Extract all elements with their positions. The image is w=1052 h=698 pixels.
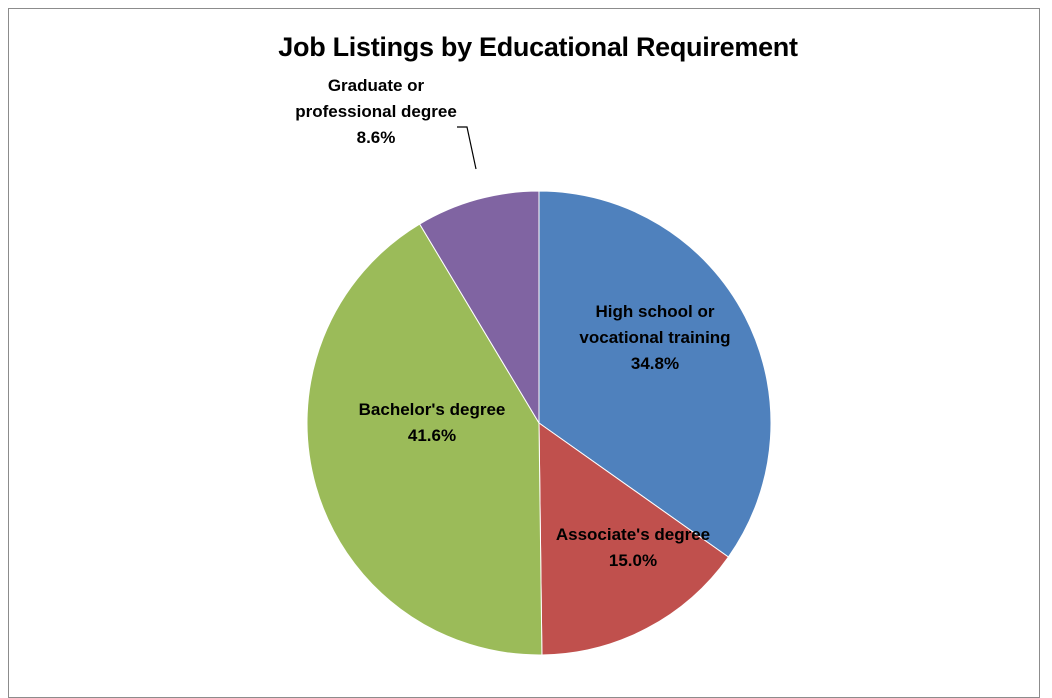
pie-slice-graduate-or-professional-degree (418, 190, 540, 425)
pie-slice-high-school-or-vocational-training (538, 190, 772, 558)
leader-line (457, 126, 477, 170)
pie-slice-associate-s-degree (538, 422, 730, 656)
data-label-bachelor-s-degree: Bachelor's degree 41.6% (359, 400, 506, 445)
data-label-graduate-or-professional-degree: Graduate or professional degree 8.6% (295, 76, 457, 147)
data-label-associate-s-degree: Associate's degree 15.0% (556, 525, 710, 570)
data-label-high-school-or-vocational-training: High school or vocational training 34.8% (579, 302, 730, 373)
chart-title: Job Listings by Educational Requirement (278, 32, 798, 62)
pie-slice-bachelor-s-degree (306, 223, 543, 656)
pie-chart: High school or vocational training 34.8% As… (295, 76, 772, 656)
